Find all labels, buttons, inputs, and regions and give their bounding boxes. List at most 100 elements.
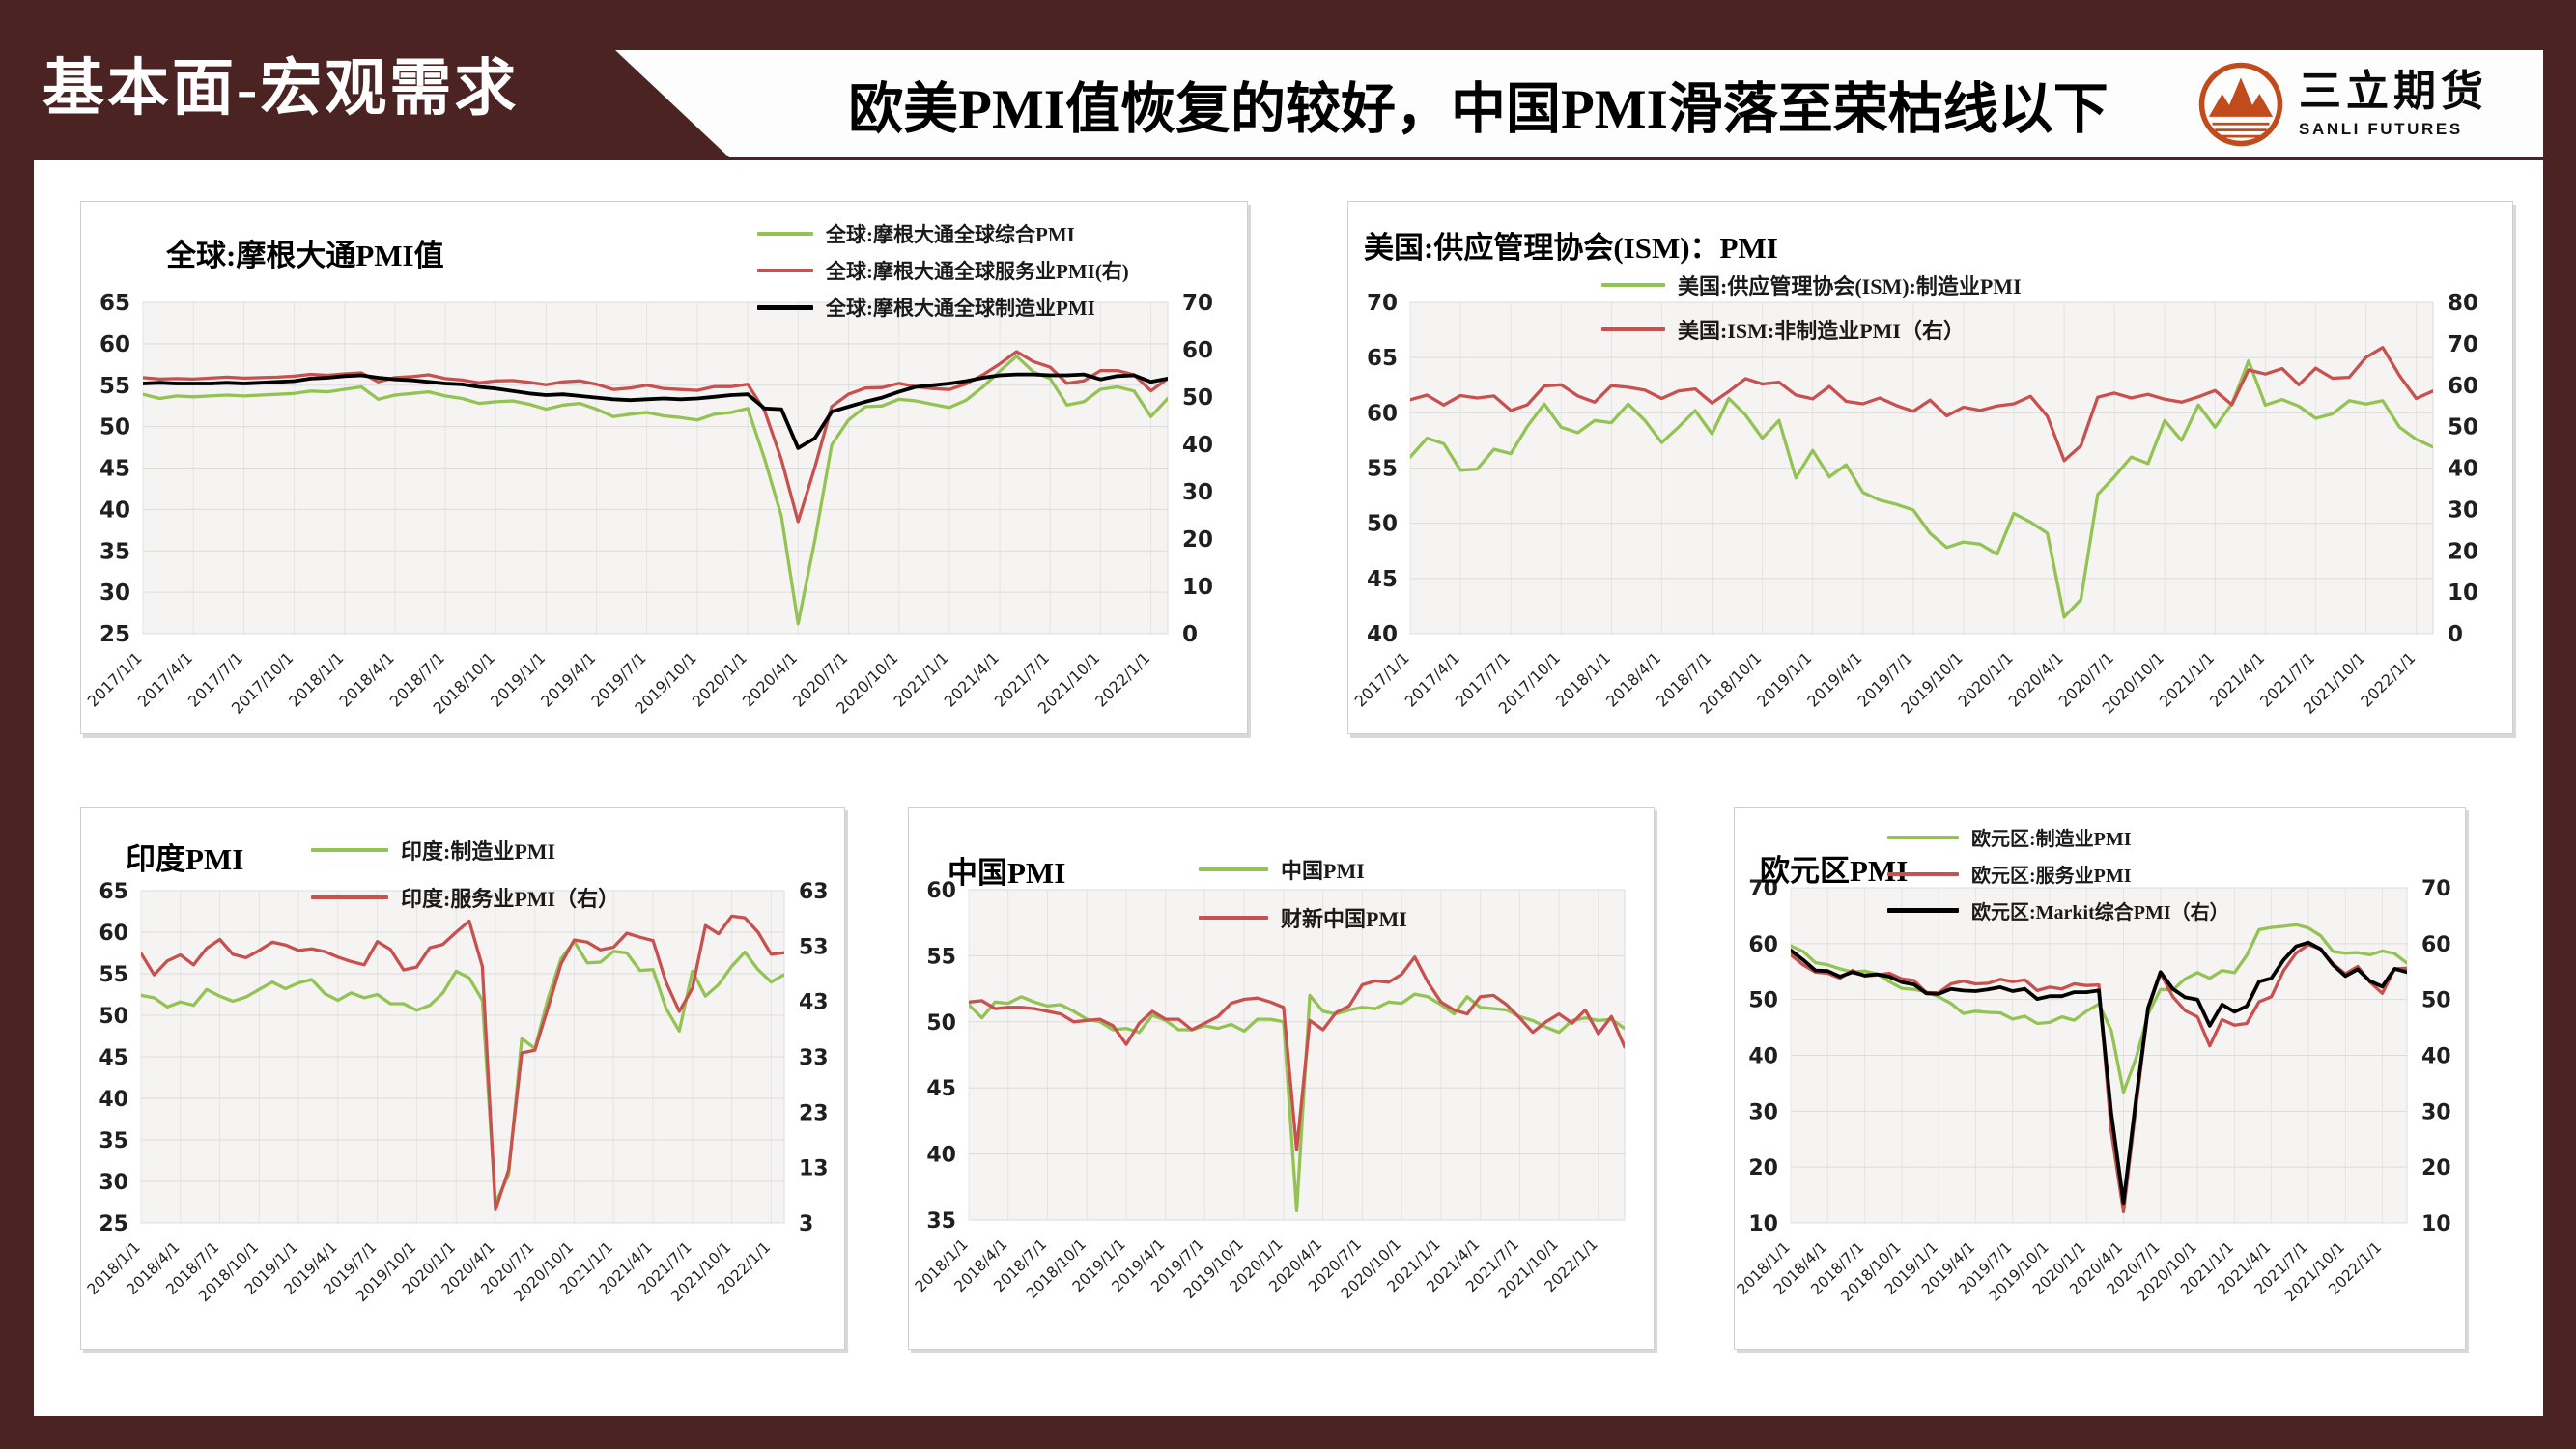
- y-axis-left: 10 20 30 40 50 60 70: [1748, 877, 1778, 1236]
- svg-text:2022/1/1: 2022/1/1: [1091, 648, 1153, 710]
- svg-text:10: 10: [1748, 1212, 1778, 1236]
- chart-china-pmi: 中国PMI 中国PMI 财新中国PMI 35 40 45 50 55 60 2018/1/1 2…: [908, 807, 1655, 1350]
- svg-text:65: 65: [1367, 346, 1398, 371]
- chart-eurozone-pmi: 欧元区PMI 欧元区:制造业PMI 欧元区:服务业PMI 欧元区:Markit综合P…: [1734, 807, 2466, 1350]
- gridlines: [968, 889, 1625, 1221]
- svg-text:35: 35: [99, 539, 130, 564]
- chart-us-ism-pmi: 美国:供应管理协会(ISM)：PMI 美国:供应管理协会(ISM):制造业PMI…: [1347, 201, 2513, 734]
- svg-text:33: 33: [799, 1046, 829, 1070]
- svg-text:10: 10: [1182, 575, 1213, 600]
- svg-text:45: 45: [99, 1046, 128, 1070]
- series-line-0: [1410, 358, 2433, 619]
- chart-title: 美国:供应管理协会(ISM)：PMI: [1364, 231, 1778, 265]
- y-axis-left: 35 40 45 50 55 60: [926, 879, 956, 1234]
- series-line-1: [1791, 943, 2407, 1214]
- chart-title: 中国PMI: [948, 856, 1066, 890]
- svg-text:35: 35: [926, 1209, 956, 1234]
- svg-text:10: 10: [2448, 581, 2478, 606]
- svg-text:2022/1/1: 2022/1/1: [2357, 648, 2419, 710]
- gridlines: [142, 301, 1168, 635]
- svg-text:70: 70: [1367, 291, 1398, 316]
- chart-title: 印度PMI: [126, 842, 244, 876]
- svg-text:23: 23: [799, 1101, 829, 1125]
- gridlines: [1790, 887, 2407, 1224]
- svg-text:55: 55: [926, 945, 956, 969]
- series-line-1: [141, 914, 784, 1211]
- series-line-1: [969, 955, 1625, 1152]
- svg-text:30: 30: [99, 581, 130, 606]
- svg-text:0: 0: [2448, 622, 2463, 647]
- chart-canvas: 40 45 50 55 60 65 70 0 10 20 30 40 50 60 70 80 2017/1/12…: [1351, 291, 2478, 718]
- logo-text: 三立期货 SANLI FUTURES: [2299, 70, 2488, 137]
- svg-text:40: 40: [2448, 457, 2478, 482]
- svg-text:3: 3: [799, 1212, 813, 1236]
- svg-text:30: 30: [1748, 1100, 1778, 1124]
- svg-text:70: 70: [1182, 291, 1213, 316]
- svg-text:30: 30: [2448, 497, 2478, 523]
- gridlines: [1409, 301, 2433, 635]
- chart-canvas: 25 30 35 40 45 50 55 60 65 3 13 23 33 43 53 63 2018/1/12…: [84, 880, 829, 1305]
- svg-text:60: 60: [2448, 374, 2478, 399]
- y-axis-left: 40 45 50 55 60 65 70: [1367, 291, 1398, 647]
- series-line-1: [1410, 346, 2433, 463]
- svg-text:50: 50: [2448, 415, 2478, 440]
- chart-global-jpmorgan-pmi: 全球:摩根大通PMI值 全球:摩根大通全球综合PMI 全球:摩根大通全球服务业PM…: [80, 201, 1248, 734]
- chart-india-pmi: 印度PMI 印度:制造业PMI 印度:服务业PMI（右） 25 30 35 40 45 50…: [80, 807, 845, 1350]
- svg-text:40: 40: [1182, 433, 1213, 458]
- svg-text:40: 40: [99, 1088, 128, 1112]
- svg-text:30: 30: [99, 1171, 128, 1195]
- svg-text:80: 80: [2448, 291, 2478, 316]
- chart-title: 全球:摩根大通PMI值: [166, 239, 444, 272]
- y-axis-right: 3 13 23 33 43 53 63: [799, 880, 829, 1236]
- series-line-1: [143, 350, 1168, 524]
- svg-text:70: 70: [1748, 877, 1778, 901]
- y-axis-right: 10 20 30 40 50 60 70: [2421, 877, 2451, 1236]
- company-logo: 三立期货 SANLI FUTURES: [2196, 60, 2543, 149]
- svg-text:60: 60: [1367, 401, 1398, 426]
- svg-text:50: 50: [1367, 512, 1398, 537]
- svg-text:13: 13: [799, 1157, 829, 1181]
- slide-title: 欧美PMI值恢复的较好，中国PMI滑落至荣枯线以下: [848, 78, 2109, 140]
- svg-text:30: 30: [1182, 480, 1213, 505]
- chart-canvas: 10 20 30 40 50 60 70 10 20 30 40 50 60 70 2018/1/12018…: [1735, 877, 2451, 1305]
- y-axis-left: 25 30 35 40 45 50 55 60 65: [99, 291, 130, 647]
- x-axis: 2018/1/12018/4/12018/7/12018/10/12019/1/…: [1735, 1238, 2385, 1305]
- svg-text:63: 63: [799, 880, 829, 904]
- svg-text:50: 50: [99, 1005, 128, 1029]
- svg-text:45: 45: [99, 457, 130, 482]
- svg-text:20: 20: [2421, 1156, 2451, 1180]
- header-banner: 欧美PMI值恢复的较好，中国PMI滑落至荣枯线以下 三立期货 SANLI FUT…: [615, 50, 2543, 157]
- svg-text:35: 35: [99, 1129, 128, 1153]
- series-line-0: [143, 355, 1168, 626]
- svg-text:10: 10: [2421, 1212, 2451, 1236]
- series-line-2: [143, 372, 1168, 450]
- svg-text:60: 60: [1748, 933, 1778, 957]
- svg-text:53: 53: [799, 935, 829, 959]
- svg-text:25: 25: [99, 622, 130, 647]
- svg-text:65: 65: [99, 880, 128, 904]
- svg-text:50: 50: [2421, 989, 2451, 1013]
- svg-text:60: 60: [99, 332, 130, 357]
- mountain-logo-icon: [2196, 60, 2285, 149]
- svg-text:50: 50: [926, 1011, 956, 1036]
- svg-text:60: 60: [1182, 338, 1213, 363]
- svg-text:70: 70: [2421, 877, 2451, 901]
- svg-text:43: 43: [799, 991, 829, 1015]
- svg-text:25: 25: [99, 1212, 128, 1236]
- svg-text:40: 40: [99, 497, 130, 523]
- x-axis: 2018/1/12018/4/12018/7/12018/10/12019/1/…: [912, 1236, 1601, 1302]
- svg-text:65: 65: [99, 291, 130, 316]
- chart-canvas: 35 40 45 50 55 60 2018/1/12018/4/12018/7/12018…: [912, 879, 1626, 1302]
- svg-text:55: 55: [99, 374, 130, 399]
- chart-canvas: 25 30 35 40 45 50 55 60 65 0 10 20 30 40 50 60 70 2017/1/…: [84, 291, 1213, 718]
- svg-text:50: 50: [1748, 989, 1778, 1013]
- series-line-2: [1791, 940, 2407, 1206]
- x-axis: 2017/1/12017/4/12017/7/12017/10/12018/1/…: [84, 648, 1154, 717]
- svg-text:45: 45: [1367, 567, 1398, 592]
- gridlines: [140, 890, 784, 1224]
- svg-text:60: 60: [2421, 933, 2451, 957]
- svg-text:50: 50: [99, 415, 130, 440]
- section-label: 基本面-宏观需求: [42, 54, 520, 123]
- plot-area: [968, 889, 1626, 1221]
